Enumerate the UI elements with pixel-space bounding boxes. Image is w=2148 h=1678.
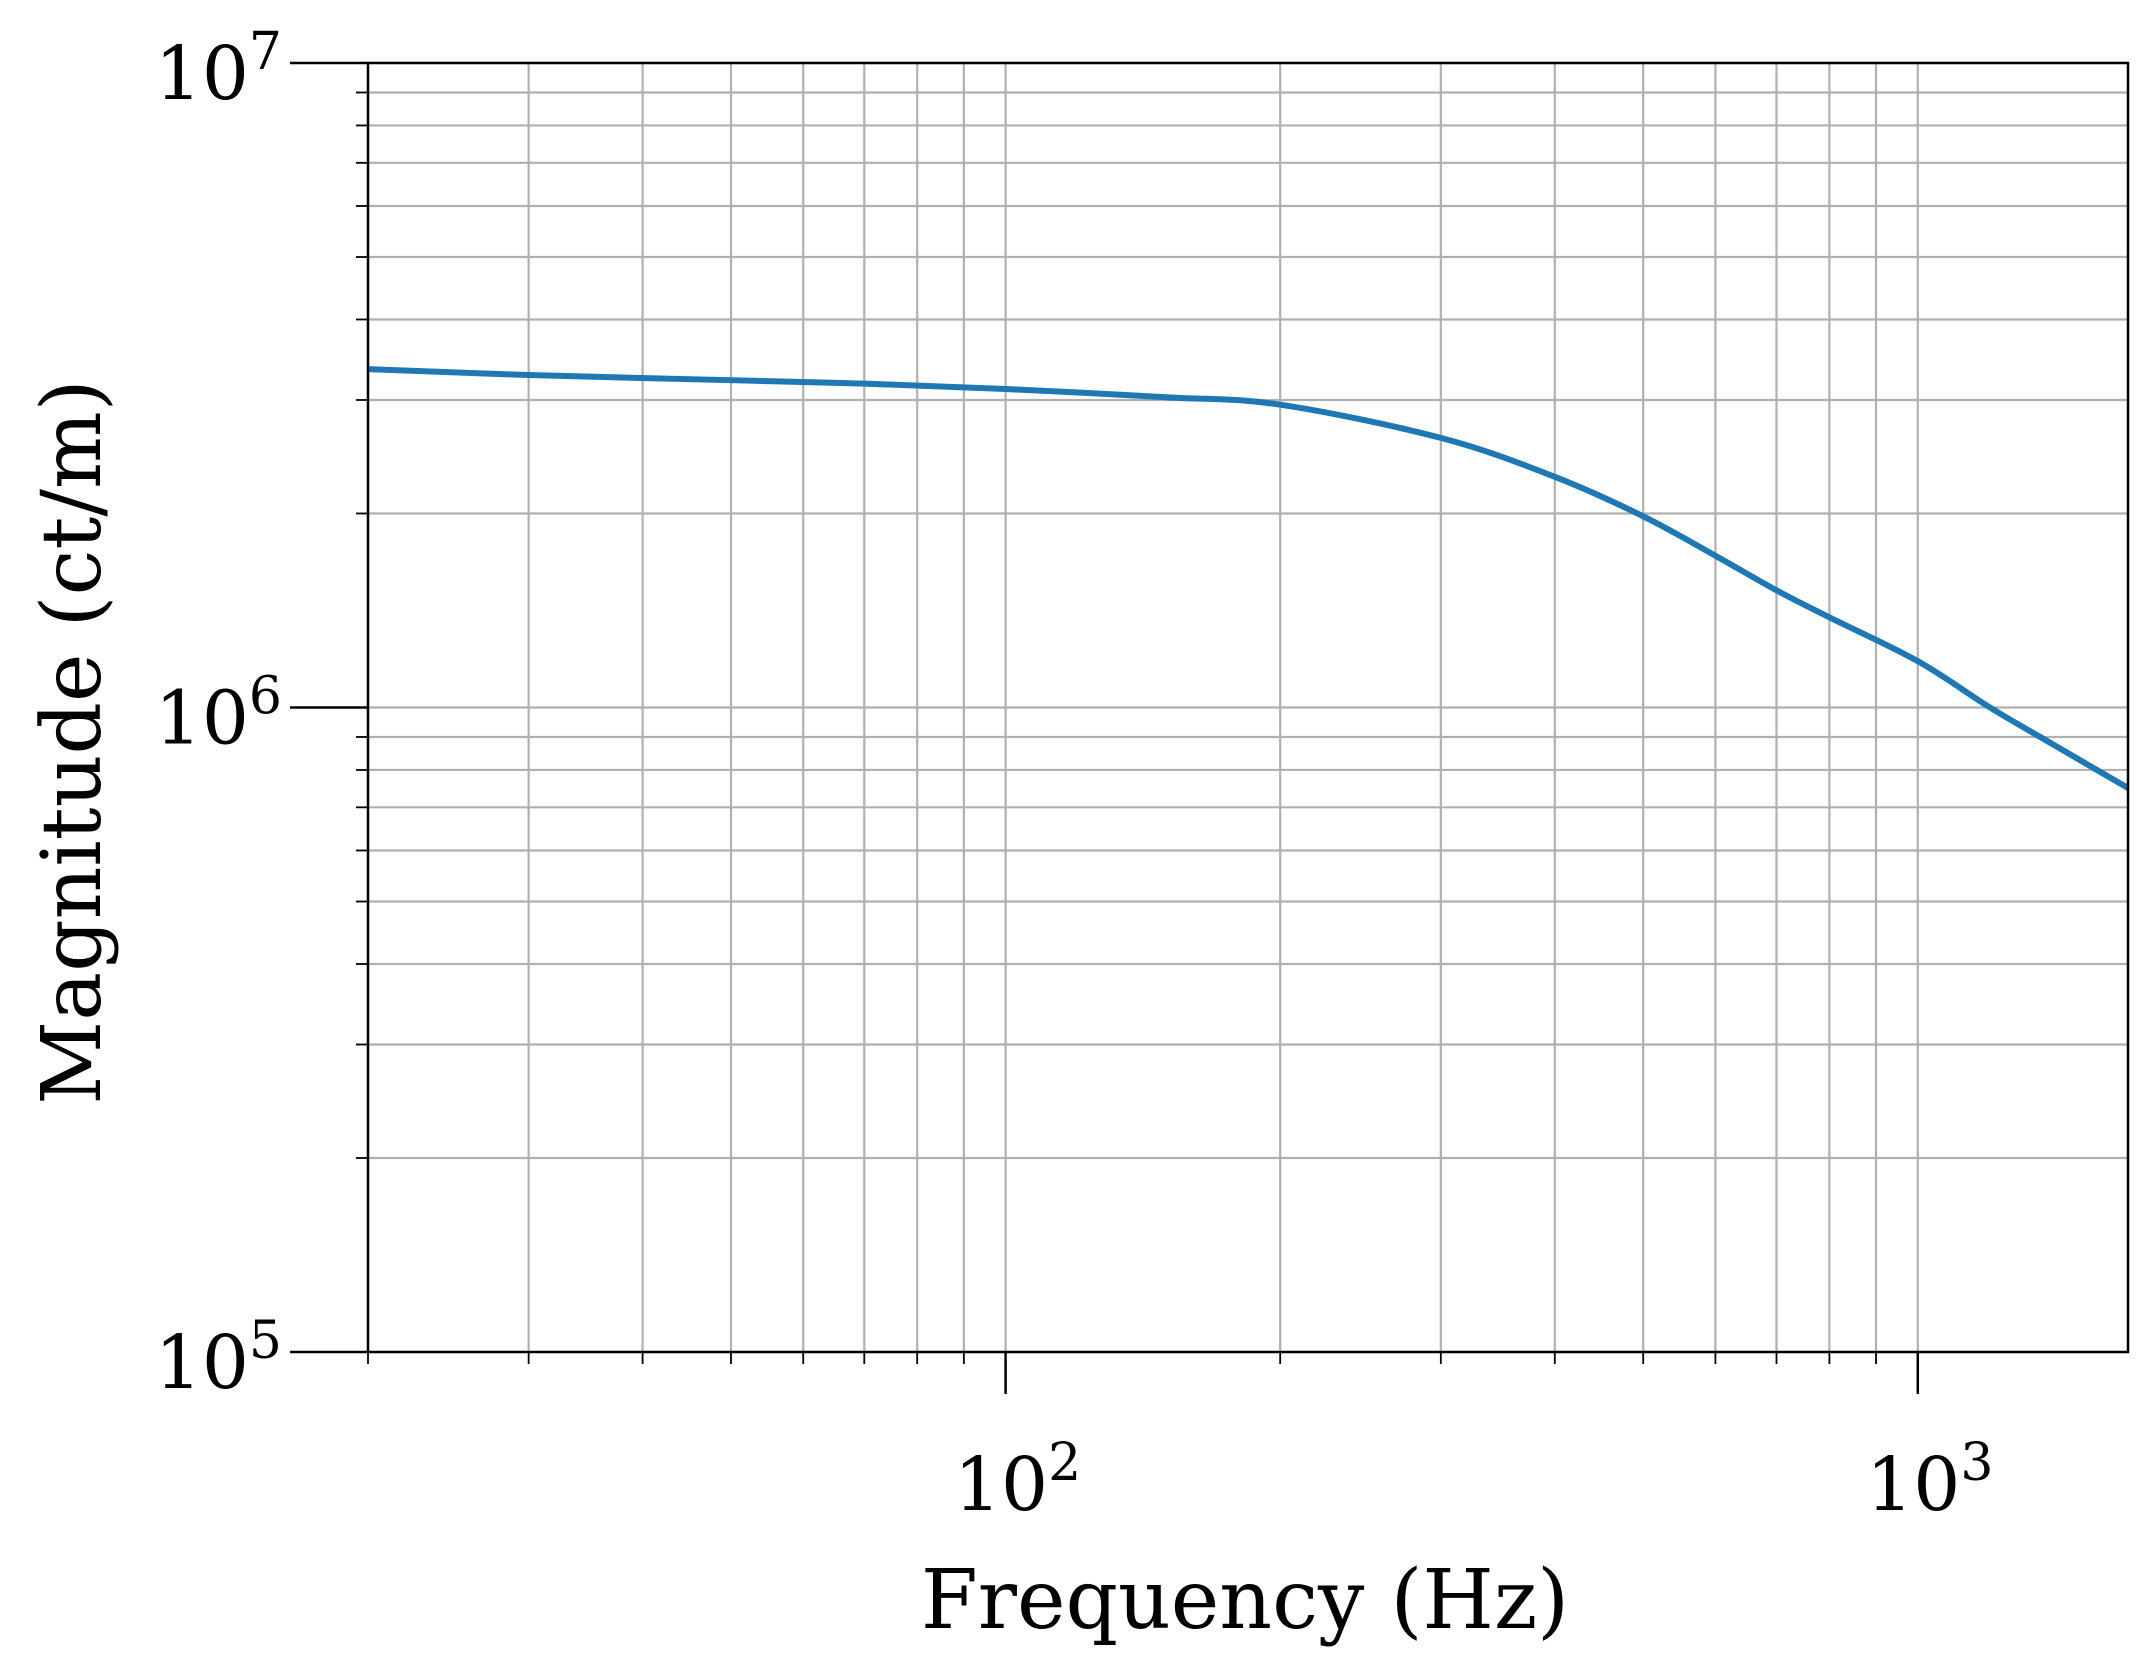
tick-labels: 102 103 105 106 107 — [155, 22, 1994, 1528]
y-tick-label: 105 — [155, 1311, 282, 1406]
grid — [366, 61, 2128, 1354]
x-tick-label: 103 — [1866, 1433, 1993, 1528]
x-tick-label: 102 — [954, 1433, 1081, 1528]
y-tick-label: 107 — [155, 22, 282, 117]
tick-marks — [290, 61, 1920, 1394]
series-line-0 — [367, 366, 2130, 791]
x-axis-label: Frequency (Hz) — [921, 1553, 1569, 1648]
y-tick-label: 106 — [155, 667, 282, 762]
series-layer — [367, 366, 2130, 791]
y-axis-label: Magnitude (ct/m) — [25, 379, 120, 1104]
